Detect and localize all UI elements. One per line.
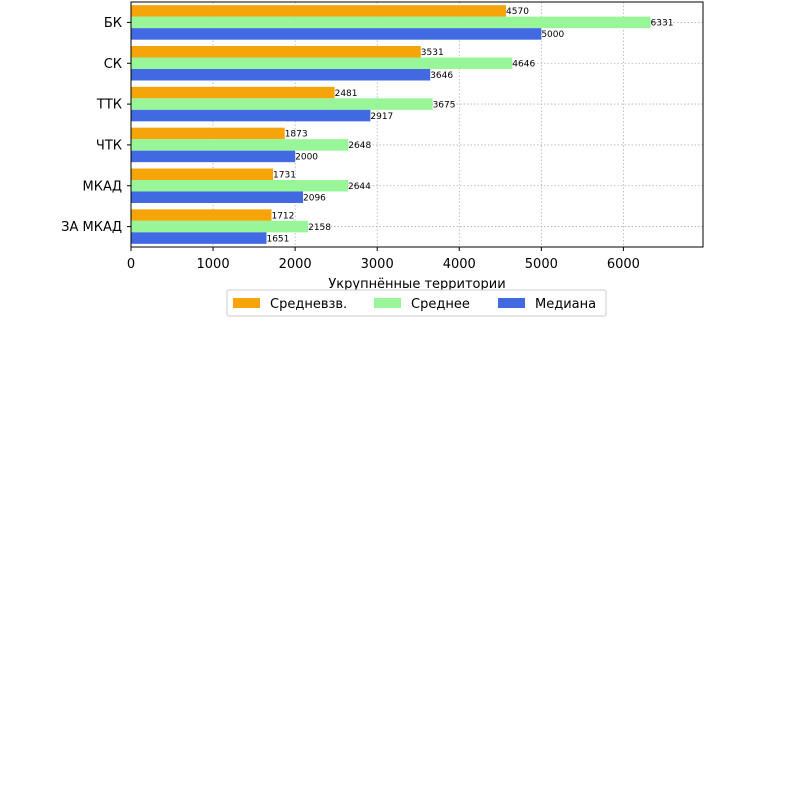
data-label: 2481: [335, 89, 358, 99]
legend-box: [226, 289, 607, 317]
data-label: 2917: [370, 112, 393, 122]
y-tick-label: МКАД: [83, 179, 123, 194]
data-label: 3531: [421, 48, 444, 58]
bar: [131, 28, 542, 40]
data-label: 1873: [285, 130, 308, 140]
bar: [131, 180, 348, 192]
data-label: 3675: [433, 100, 456, 110]
data-label: 5000: [541, 30, 564, 40]
bar: [131, 150, 296, 163]
bar: [131, 57, 513, 69]
y-tick-label: БК: [104, 16, 122, 31]
legend-swatch: [374, 298, 401, 308]
data-label: 2648: [348, 141, 371, 151]
data-label: 4570: [506, 7, 529, 17]
y-axis-labels: БК СК ТТК ЧТК МКАД ЗА МКАД: [61, 16, 131, 235]
bar: [131, 191, 304, 203]
x-tick-label: 6000: [607, 257, 640, 272]
x-axis-title: Укрупнённые территории: [328, 277, 505, 292]
data-label: 1712: [271, 211, 294, 221]
y-tick-label: СК: [104, 57, 122, 72]
legend: Средневзв. Среднее Медиана: [226, 289, 607, 317]
legend-label: Медиана: [535, 297, 596, 312]
data-label: 4646: [512, 59, 535, 69]
legend-swatch: [498, 298, 525, 308]
x-tick-label: 1000: [197, 257, 230, 272]
legend-label: Средневзв.: [270, 297, 347, 312]
bar: [131, 98, 433, 110]
bar: [131, 5, 507, 17]
data-label: 6331: [651, 19, 674, 29]
plot-frame: [130, 1, 704, 248]
bar: [131, 139, 349, 151]
y-tick-label: ЧТК: [96, 138, 122, 153]
x-tick-label: 3000: [361, 257, 394, 272]
y-tick-label: ЗА МКАД: [61, 220, 122, 235]
legend-label: Среднее: [411, 297, 470, 312]
data-label: 1731: [273, 170, 296, 180]
bar: [131, 209, 272, 221]
bar: [131, 127, 285, 140]
bar: [131, 86, 335, 99]
bars: 4570 6331 5000 3531 4646 3646 2481 3675 2917 1873…: [131, 5, 673, 244]
bar: [131, 16, 651, 29]
data-label: 2158: [308, 223, 331, 233]
data-label: 3646: [430, 71, 453, 81]
x-tick-label: 0: [127, 257, 135, 272]
legend-swatch: [233, 298, 260, 308]
bar: [131, 232, 267, 244]
bar: [131, 220, 309, 233]
y-tick-label: ТТК: [96, 98, 122, 113]
bar: [131, 69, 431, 81]
data-label: 1651: [266, 234, 289, 244]
bar: [131, 168, 274, 180]
data-label: 2644: [348, 182, 371, 192]
x-tick-label: 5000: [525, 257, 558, 272]
x-tick-label: 4000: [443, 257, 476, 272]
x-tick-label: 2000: [279, 257, 312, 272]
data-label: 2096: [303, 193, 326, 203]
bar: [131, 109, 371, 122]
data-label: 2000: [295, 153, 318, 163]
x-axis-ticks: 0 1000 2000 3000 4000 5000 6000: [127, 247, 640, 272]
bar: [131, 46, 421, 58]
